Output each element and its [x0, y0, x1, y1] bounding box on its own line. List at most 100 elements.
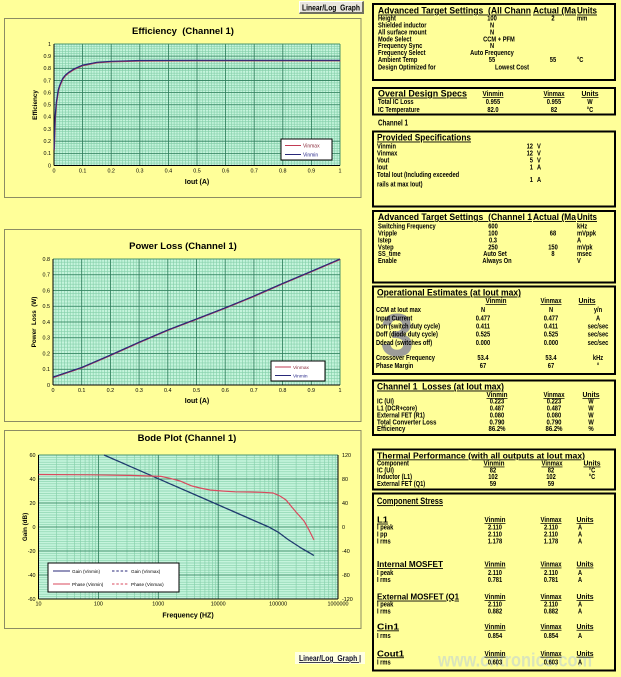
svg-text:120: 120 [342, 453, 351, 459]
svg-text:0.9: 0.9 [308, 169, 316, 175]
svg-text:0.7: 0.7 [250, 169, 258, 175]
svg-text:Vinmin: Vinmin [487, 390, 508, 399]
svg-text:Input Current: Input Current [376, 315, 413, 322]
svg-text:55: 55 [550, 57, 556, 64]
svg-text:86.2%: 86.2% [546, 424, 563, 433]
svg-text:Efficiency: Efficiency [32, 90, 39, 120]
svg-text:0.6: 0.6 [44, 90, 52, 96]
svg-text:0.6: 0.6 [222, 169, 230, 175]
svg-text:0.781: 0.781 [544, 577, 558, 584]
svg-text:W: W [588, 417, 594, 426]
svg-text:Thermal Performance (with all: Thermal Performance (with all outputs at… [377, 450, 585, 460]
svg-text:Provided Specifications: Provided Specifications [377, 133, 471, 143]
svg-text:Vinmax: Vinmax [377, 151, 397, 158]
svg-text:82: 82 [551, 107, 557, 114]
svg-text:Units: Units [583, 390, 600, 399]
svg-text:Units: Units [584, 459, 601, 468]
svg-text:Vinmax: Vinmax [541, 622, 562, 631]
svg-text:0.854: 0.854 [544, 633, 558, 640]
svg-text:0: 0 [52, 388, 55, 394]
svg-text:67: 67 [548, 363, 554, 370]
svg-text:kHz: kHz [593, 355, 604, 362]
svg-text:A: A [578, 525, 582, 532]
svg-text:A: A [537, 164, 541, 171]
svg-text:0: 0 [342, 525, 345, 531]
svg-text:Vinmin: Vinmin [485, 592, 506, 601]
svg-text:67: 67 [480, 363, 486, 370]
svg-text:82: 82 [490, 467, 496, 474]
svg-text:A: A [578, 539, 582, 546]
svg-text:%: % [588, 424, 594, 433]
svg-text:°: ° [597, 362, 599, 370]
svg-text:Vinmin: Vinmin [483, 89, 504, 98]
svg-text:0.525: 0.525 [476, 332, 490, 339]
svg-text:W: W [587, 99, 593, 106]
svg-text:2.110: 2.110 [544, 532, 558, 539]
svg-text:0.2: 0.2 [107, 388, 115, 394]
svg-text:102: 102 [546, 474, 556, 481]
svg-text:0.955: 0.955 [486, 99, 500, 106]
svg-text:A: A [578, 577, 582, 584]
svg-text:0: 0 [48, 163, 51, 169]
svg-text:A: A [578, 532, 582, 539]
svg-text:Cin1: Cin1 [377, 621, 399, 631]
svg-text:Units: Units [577, 515, 594, 524]
svg-text:CCM + PFM: CCM + PFM [483, 36, 515, 43]
svg-text:Vstep: Vstep [378, 244, 394, 251]
svg-text:Vinmax: Vinmax [544, 390, 565, 399]
svg-text:I pp: I pp [377, 532, 387, 539]
svg-text:I rms: I rms [377, 633, 391, 640]
svg-text:sec/sec: sec/sec [588, 324, 609, 331]
svg-text:0.1: 0.1 [78, 388, 86, 394]
svg-text:I rms: I rms [377, 539, 391, 546]
svg-text:I rms: I rms [377, 608, 391, 615]
svg-text:0.3: 0.3 [136, 169, 144, 175]
svg-text:0.790: 0.790 [547, 417, 562, 426]
svg-text:0.882: 0.882 [544, 608, 558, 615]
svg-text:Frequency Select: Frequency Select [378, 50, 426, 57]
svg-text:250: 250 [488, 244, 498, 251]
svg-text:0.603: 0.603 [488, 660, 502, 667]
svg-text:-40: -40 [28, 573, 36, 579]
svg-text:0.000: 0.000 [476, 340, 490, 347]
svg-text:2.110: 2.110 [488, 602, 502, 609]
svg-text:0.487: 0.487 [547, 405, 561, 412]
svg-text:Gain (Vinmin): Gain (Vinmin) [72, 569, 100, 574]
svg-text:1.178: 1.178 [488, 539, 502, 546]
svg-text:Vinmax: Vinmax [541, 592, 562, 601]
svg-text:External MOSFET (Q1: External MOSFET (Q1 [377, 592, 459, 602]
svg-text:0.487: 0.487 [490, 405, 504, 412]
svg-text:0.3: 0.3 [135, 388, 143, 394]
svg-text:5: 5 [530, 157, 533, 164]
svg-text:2.110: 2.110 [488, 532, 502, 539]
svg-text:Units: Units [577, 212, 597, 222]
svg-text:Power Loss (Channel 1): Power Loss (Channel 1) [129, 241, 237, 252]
svg-text:Vripple: Vripple [378, 231, 397, 238]
svg-text:Advanced Target Settings (All: Advanced Target Settings (All Chann [378, 6, 531, 16]
svg-text:1: 1 [530, 177, 533, 184]
svg-text:Phase (Vinmax): Phase (Vinmax) [131, 582, 164, 587]
svg-text:Units: Units [577, 649, 594, 658]
svg-text:80: 80 [342, 477, 348, 483]
svg-text:y/n: y/n [594, 307, 602, 314]
svg-text:0.882: 0.882 [488, 608, 502, 615]
svg-text:Overal Design Specs: Overal Design Specs [378, 89, 467, 99]
svg-text:Linear/Log Graph |: Linear/Log Graph | [299, 654, 361, 663]
svg-text:0.477: 0.477 [476, 315, 490, 322]
svg-text:Gain (dB): Gain (dB) [22, 513, 29, 541]
svg-text:Vinmax: Vinmax [541, 296, 562, 305]
svg-text:Actual (Ma: Actual (Ma [533, 6, 577, 16]
svg-text:rails at max Iout): rails at max Iout) [377, 182, 423, 189]
svg-text:0.854: 0.854 [488, 633, 502, 640]
svg-text:0.5: 0.5 [43, 304, 51, 310]
svg-text:0.790: 0.790 [490, 417, 505, 426]
svg-text:msec: msec [577, 251, 592, 258]
svg-text:0.223: 0.223 [547, 399, 561, 406]
svg-text:0.7: 0.7 [250, 388, 258, 394]
svg-text:Units: Units [577, 592, 594, 601]
svg-text:A: A [578, 570, 582, 577]
svg-text:IC (UI): IC (UI) [377, 467, 394, 474]
svg-text:1.178: 1.178 [544, 539, 558, 546]
svg-text:0.1: 0.1 [43, 367, 51, 373]
svg-text:Vinmin: Vinmin [303, 153, 318, 159]
